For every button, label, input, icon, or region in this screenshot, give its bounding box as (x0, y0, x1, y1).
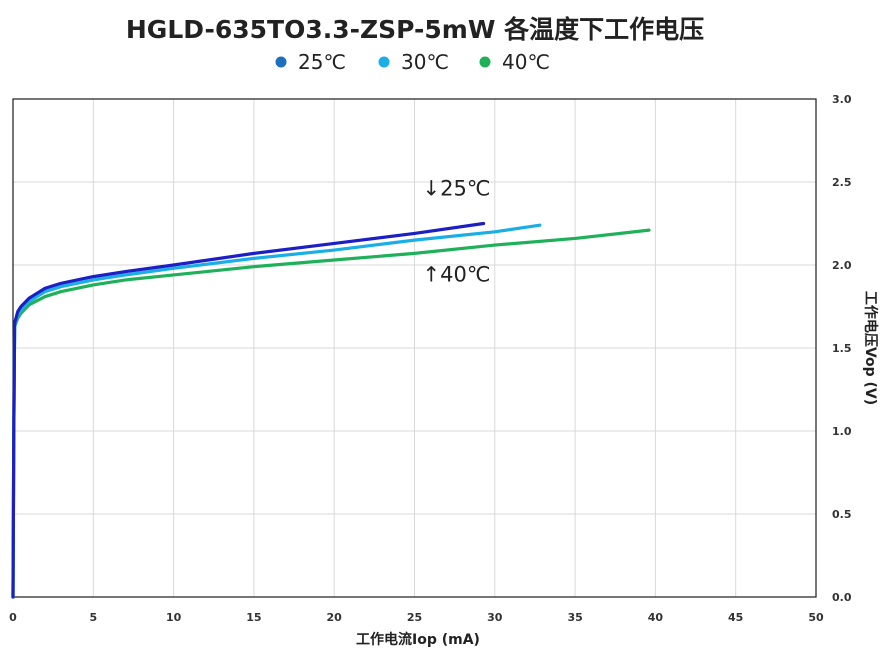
x-tick-label: 20 (327, 611, 343, 624)
chart-title: HGLD-635TO3.3-ZSP-5mW 各温度下工作电压 (126, 15, 704, 44)
annotations: ↓25℃ ↑40℃ (423, 176, 491, 286)
y-axis-label: 工作电压Vop (V) (862, 291, 879, 405)
y-tick-label: 2.0 (832, 259, 852, 272)
y-tick-label: 0.0 (832, 591, 852, 604)
legend-label: 25℃ (298, 50, 346, 74)
x-tick-labels: 0 5 10 15 20 25 30 35 40 45 50 (9, 611, 824, 624)
y-tick-labels: 0.0 0.5 1.0 1.5 2.0 2.5 3.0 (832, 93, 852, 604)
legend-marker (275, 56, 287, 68)
x-tick-label: 30 (487, 611, 503, 624)
x-tick-label: 35 (567, 611, 582, 624)
y-tick-label: 0.5 (832, 508, 852, 521)
legend-marker (479, 56, 491, 68)
y-tick-label: 2.5 (832, 176, 852, 189)
x-tick-label: 0 (9, 611, 17, 624)
annotation-label: ↓25℃ (423, 176, 491, 200)
y-tick-label: 3.0 (832, 93, 852, 106)
x-tick-label: 50 (808, 611, 824, 624)
annotation-label: ↑40℃ (423, 263, 491, 287)
plot-grid (12, 98, 817, 598)
legend-label: 40℃ (502, 50, 550, 74)
x-axis-label: 工作电流Iop (mA) (356, 631, 480, 648)
y-tick-label: 1.5 (832, 342, 852, 355)
x-tick-label: 5 (89, 611, 97, 624)
series-line-2 (11, 228, 651, 599)
y-tick-label: 1.0 (832, 425, 852, 438)
x-tick-label: 10 (166, 611, 182, 624)
legend-marker (378, 56, 390, 68)
legend-label: 30℃ (401, 50, 449, 74)
x-tick-label: 45 (728, 611, 743, 624)
x-tick-label: 15 (246, 611, 261, 624)
x-tick-label: 40 (648, 611, 664, 624)
x-tick-label: 25 (407, 611, 422, 624)
series-line-0 (11, 221, 486, 599)
series-layer (11, 221, 651, 599)
legend: 25℃ 30℃ 40℃ (275, 50, 550, 74)
